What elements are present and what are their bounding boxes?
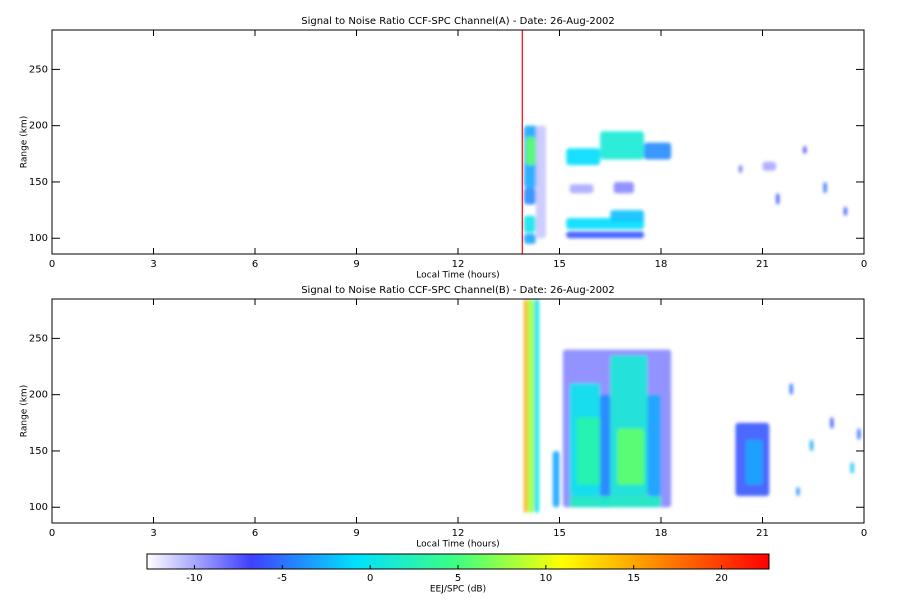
heat-cell — [644, 142, 672, 160]
colorbar-tick-label: 10 — [539, 573, 552, 584]
colorbar-tick-label: 0 — [367, 573, 373, 584]
heat-cell — [850, 462, 854, 474]
x-tick-label: 18 — [655, 528, 668, 539]
heat-cell — [600, 131, 645, 160]
x-tick-label: 0 — [49, 259, 55, 270]
heatmap — [523, 299, 861, 513]
heat-cell — [738, 165, 743, 173]
x-axis-label: Local Time (hours) — [416, 271, 499, 281]
colorbar-label: EEJ/SPC (dB) — [430, 585, 486, 595]
x-tick-label: 0 — [861, 259, 867, 270]
y-tick-label: 200 — [29, 121, 48, 132]
heatmap — [523, 125, 848, 244]
x-tick-label: 6 — [252, 259, 258, 270]
heat-cell — [610, 210, 645, 222]
heat-cell — [809, 439, 814, 451]
colorbar-tick-label: 20 — [715, 573, 728, 584]
x-tick-label: 0 — [861, 528, 867, 539]
heat-cell — [535, 125, 546, 239]
x-tick-label: 3 — [150, 528, 156, 539]
heat-cell — [525, 136, 536, 166]
colorbar-tick-label: -10 — [186, 573, 202, 584]
x-tick-label: 15 — [553, 528, 566, 539]
heat-cell — [523, 187, 536, 205]
heat-cell — [523, 215, 536, 233]
x-axis-label: Local Time (hours) — [416, 540, 499, 550]
y-axis-label: Range (km) — [20, 385, 30, 437]
heat-cell — [569, 495, 661, 508]
heat-cell — [552, 450, 560, 508]
heat-cell — [523, 233, 536, 244]
y-tick-label: 100 — [29, 233, 48, 244]
heat-cell — [527, 299, 535, 513]
x-tick-label: 3 — [150, 259, 156, 270]
heat-cell — [830, 417, 834, 429]
colorbar-tick-label: 5 — [455, 573, 461, 584]
heat-cell — [745, 439, 763, 485]
y-axis-label: Range (km) — [20, 116, 30, 168]
heat-cell — [566, 231, 645, 239]
y-tick-label: 250 — [29, 333, 48, 344]
x-tick-label: 6 — [252, 528, 258, 539]
y-tick-label: 150 — [29, 446, 48, 457]
colorbar-tick-label: 15 — [627, 573, 640, 584]
heat-cell — [613, 181, 634, 194]
heat-cell — [576, 417, 601, 485]
x-tick-label: 0 — [49, 528, 55, 539]
heat-cell — [534, 299, 540, 513]
heat-cell — [569, 184, 594, 194]
x-tick-label: 9 — [353, 528, 359, 539]
y-tick-label: 150 — [29, 177, 48, 188]
x-tick-label: 21 — [756, 259, 769, 270]
x-tick-label: 12 — [452, 528, 465, 539]
heat-cell — [843, 206, 848, 216]
x-tick-label: 12 — [452, 259, 465, 270]
y-tick-label: 200 — [29, 390, 48, 401]
y-tick-label: 100 — [29, 502, 48, 513]
y-tick-label: 250 — [29, 64, 48, 75]
heat-cell — [803, 145, 807, 154]
colorbar-tick-label: -5 — [277, 573, 287, 584]
x-tick-label: 15 — [553, 259, 566, 270]
x-tick-label: 9 — [353, 259, 359, 270]
heat-cell — [796, 486, 800, 496]
heat-cell — [566, 148, 601, 166]
x-tick-label: 18 — [655, 259, 668, 270]
heat-cell — [776, 193, 780, 205]
x-tick-label: 21 — [756, 528, 769, 539]
heat-cell — [647, 394, 661, 496]
plot-frame — [51, 29, 865, 255]
heat-cell — [857, 428, 861, 440]
heat-cell — [523, 299, 528, 513]
chart-title: Signal to Noise Ratio CCF-SPC Channel(A)… — [301, 16, 615, 27]
chart-title: Signal to Noise Ratio CCF-SPC Channel(B)… — [301, 285, 615, 296]
heat-cell — [617, 428, 645, 485]
heat-cell — [600, 394, 611, 508]
heat-cell — [823, 181, 827, 194]
heat-cell — [762, 161, 777, 171]
heat-cell — [789, 383, 793, 395]
